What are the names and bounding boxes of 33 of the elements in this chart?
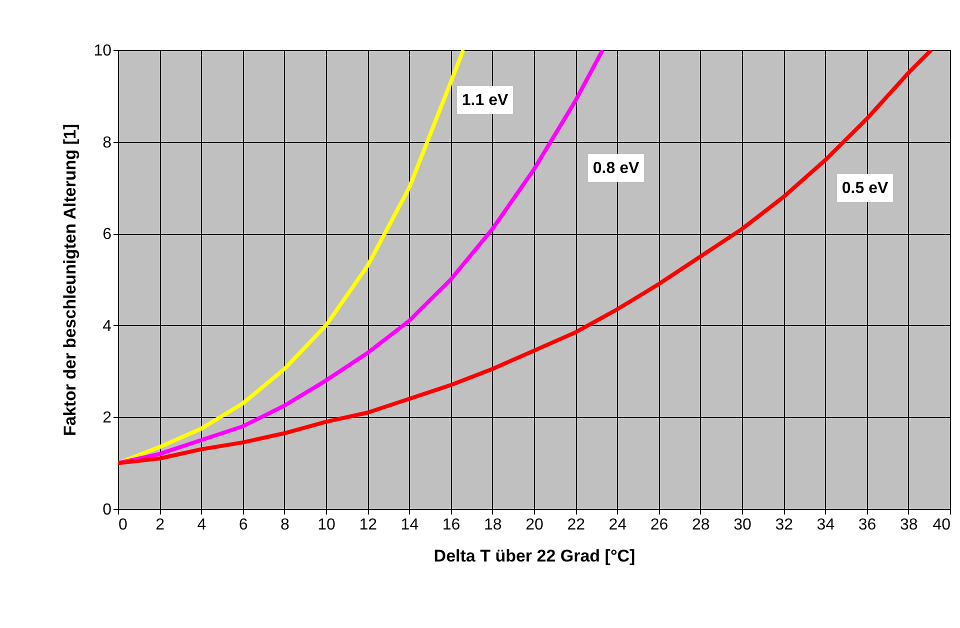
y-tick-label: 10 <box>94 42 112 60</box>
x-tick-label: 24 <box>608 516 627 534</box>
x-tick-label: 8 <box>280 516 290 534</box>
x-tick-label: 22 <box>567 516 586 534</box>
x-tick-label: 20 <box>526 516 544 534</box>
x-tick-label: 16 <box>442 516 460 534</box>
x-tick-label: 10 <box>318 516 336 534</box>
line-series <box>118 50 934 466</box>
x-tick-label: 26 <box>650 516 668 534</box>
x-tick-label: 34 <box>816 516 835 534</box>
y-tick-label: 8 <box>102 134 112 152</box>
x-tick-label: 0 <box>118 516 128 534</box>
y-tick-label: 2 <box>102 410 112 427</box>
x-tick-label: 2 <box>156 516 165 534</box>
x-tick-label: 30 <box>734 516 752 534</box>
x-tick-label: 32 <box>775 516 794 534</box>
x-tick-label: 4 <box>197 516 206 534</box>
x-tick-label: 6 <box>238 516 248 534</box>
y-tick-label: 4 <box>102 318 112 335</box>
x-tick-label: 12 <box>359 516 378 534</box>
annotation: 0.5 eV <box>842 180 888 197</box>
x-tick-label: 40 <box>932 516 951 534</box>
x-tick-label: 14 <box>400 516 419 534</box>
y-tick-label: 6 <box>102 226 112 244</box>
x-tick-label: 28 <box>692 516 710 534</box>
x-tick-label: 18 <box>484 516 502 534</box>
y-axis-title: Faktor der beschleunigten Alterung [1] <box>60 124 80 436</box>
x-axis-title: Delta T über 22 Grad [°C] <box>434 546 636 566</box>
x-tick-label: 38 <box>900 516 918 534</box>
y-tick-label: 0 <box>102 502 112 518</box>
annotation: 1.1 eV <box>462 92 508 109</box>
x-tick-label: 36 <box>858 516 876 534</box>
annotation: 0.8 eV <box>592 160 640 177</box>
